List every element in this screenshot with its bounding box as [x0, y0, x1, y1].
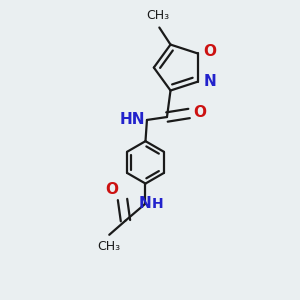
- Text: HN: HN: [120, 112, 146, 128]
- Text: O: O: [194, 105, 206, 120]
- Text: N: N: [139, 196, 152, 211]
- Text: H: H: [152, 196, 164, 211]
- Text: CH₃: CH₃: [97, 239, 120, 253]
- Text: O: O: [203, 44, 216, 59]
- Text: O: O: [105, 182, 118, 196]
- Text: N: N: [204, 74, 217, 89]
- Text: CH₃: CH₃: [146, 9, 170, 22]
